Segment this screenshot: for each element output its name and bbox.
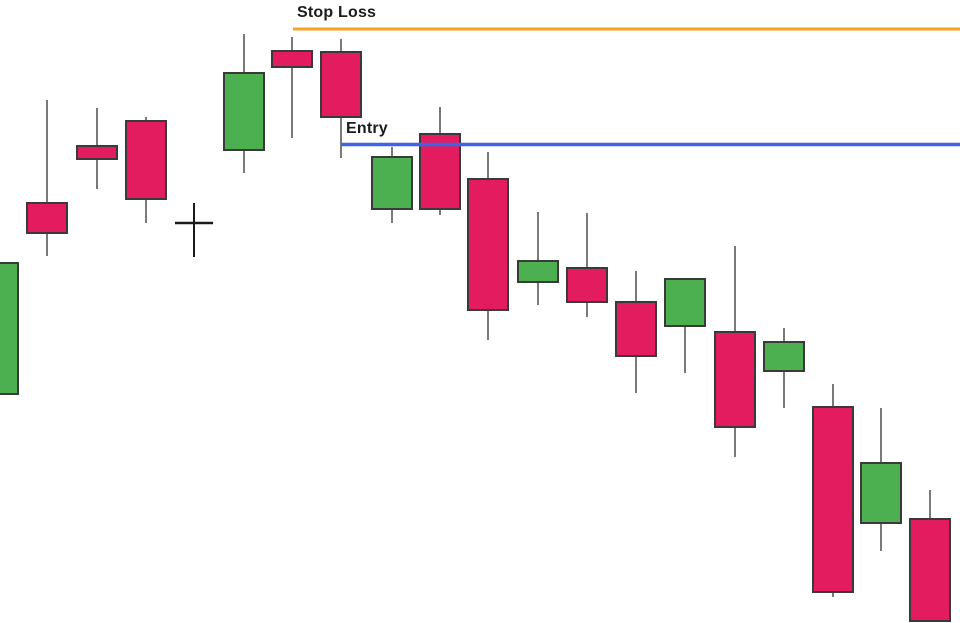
candle-body-bull bbox=[517, 260, 559, 283]
candle bbox=[517, 212, 559, 305]
candle bbox=[223, 34, 265, 173]
candle-body-bear bbox=[909, 518, 951, 622]
candle-body-bear bbox=[714, 331, 756, 428]
candle bbox=[664, 278, 706, 373]
entry-label: Entry bbox=[346, 120, 388, 137]
candle bbox=[371, 147, 413, 223]
candle-body-bull bbox=[223, 72, 265, 151]
candle bbox=[615, 271, 657, 393]
candle bbox=[909, 490, 951, 622]
candle bbox=[763, 328, 805, 408]
candle-body-bull bbox=[664, 278, 706, 327]
candle-body-bear bbox=[76, 145, 118, 160]
candle bbox=[419, 107, 461, 215]
candle-body-bear bbox=[615, 301, 657, 357]
candle-body-bear bbox=[271, 50, 313, 68]
candle-body-bear bbox=[125, 120, 167, 200]
stop-loss-label: Stop Loss bbox=[297, 4, 377, 21]
candle-body-bear bbox=[566, 267, 608, 303]
candle bbox=[566, 213, 608, 317]
candle bbox=[467, 152, 509, 340]
candle bbox=[125, 117, 167, 223]
candle-body-bear bbox=[812, 406, 854, 593]
candle bbox=[320, 39, 362, 158]
candle bbox=[175, 203, 213, 257]
candle bbox=[76, 108, 118, 189]
candle-body-bull bbox=[763, 341, 805, 372]
candle-body-bull bbox=[371, 156, 413, 210]
candle bbox=[714, 246, 756, 457]
candle bbox=[812, 384, 854, 597]
candle bbox=[26, 100, 68, 256]
candle-body-bear bbox=[419, 133, 461, 210]
candle bbox=[860, 408, 902, 551]
candle-body-bull bbox=[860, 462, 902, 524]
candle-body-bear bbox=[467, 178, 509, 311]
candle-body-bear bbox=[26, 202, 68, 234]
candle-body-bear bbox=[320, 51, 362, 118]
candle-body-bull bbox=[0, 262, 19, 395]
candle bbox=[271, 37, 313, 138]
candle bbox=[0, 262, 19, 395]
